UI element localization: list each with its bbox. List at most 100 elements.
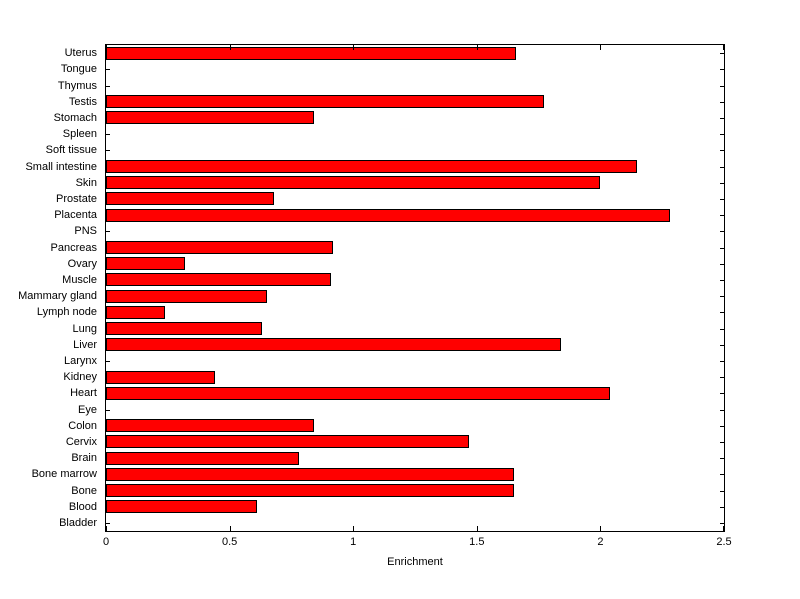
y-tick-mark [720, 296, 724, 298]
x-tick-mark [476, 45, 478, 50]
y-tick-mark [720, 231, 724, 233]
bar [106, 305, 166, 319]
y-tick-mark [106, 85, 110, 87]
y-tick-mark [720, 328, 724, 330]
y-tick-label: Skin [75, 176, 97, 189]
bar [106, 46, 517, 60]
y-tick-label: Larynx [63, 354, 97, 367]
bar [106, 208, 670, 222]
x-tick-mark [106, 526, 107, 531]
y-tick-mark [720, 85, 724, 87]
x-tick-mark [229, 526, 231, 531]
y-tick-label: Placenta [54, 209, 97, 222]
y-tick-label: Brain [71, 452, 97, 465]
y-tick-mark [720, 312, 724, 314]
x-axis-tick-labels: 0 0.5 1 1.5 2 2.5 [0, 536, 800, 550]
x-tick-label: 0.5 [221, 536, 238, 548]
y-tick-mark [106, 409, 110, 411]
x-tick-mark [353, 45, 355, 50]
y-tick-mark [106, 360, 110, 362]
y-tick-mark [720, 69, 724, 71]
y-tick-mark [720, 490, 724, 492]
bar [106, 451, 299, 465]
y-tick-label: Eye [78, 403, 97, 416]
y-tick-mark [720, 182, 724, 184]
y-tick-mark [106, 231, 110, 233]
bar [106, 370, 215, 384]
y-tick-label: Muscle [62, 273, 97, 286]
bar [106, 111, 314, 125]
bar [106, 435, 470, 449]
y-tick-mark [720, 101, 724, 103]
y-tick-label: Bone marrow [31, 468, 97, 481]
y-tick-label: Bone [71, 484, 97, 497]
bar [106, 273, 331, 287]
y-tick-label: Lymph node [36, 306, 97, 319]
y-tick-mark [720, 247, 724, 249]
y-tick-mark [720, 409, 724, 411]
bar [106, 484, 514, 497]
bar [106, 160, 638, 173]
y-tick-mark [720, 215, 724, 217]
x-tick-label: 1.5 [469, 536, 485, 548]
y-tick-label: Cervix [65, 435, 97, 448]
y-tick-label: Mammary gland [18, 290, 97, 303]
y-tick-mark [720, 506, 724, 508]
y-tick-label: Soft tissue [45, 144, 97, 157]
y-tick-mark [720, 117, 724, 119]
x-tick-mark [600, 45, 602, 50]
bar [106, 500, 257, 514]
x-tick-label: 1 [350, 536, 357, 548]
y-tick-mark [106, 150, 110, 152]
bar [106, 386, 611, 400]
y-tick-label: Pancreas [50, 241, 97, 254]
y-tick-label: Spleen [62, 128, 97, 141]
bar [106, 322, 262, 335]
y-tick-label: Tongue [60, 63, 97, 76]
bar [106, 176, 601, 190]
bar [106, 289, 267, 303]
y-tick-label: Heart [70, 387, 97, 400]
plot-area [105, 44, 725, 532]
y-tick-label: Colon [68, 419, 97, 432]
y-tick-mark [720, 134, 724, 136]
x-tick-mark [353, 526, 355, 531]
x-tick-mark [600, 526, 602, 531]
bar [106, 95, 544, 109]
y-tick-mark [720, 279, 724, 281]
y-tick-mark [720, 441, 724, 443]
y-tick-label: Bladder [59, 516, 97, 529]
y-tick-mark [720, 344, 724, 346]
x-tick-label: 2.5 [716, 536, 732, 548]
bar [106, 241, 334, 254]
x-tick-mark [723, 45, 724, 50]
y-tick-label: Thymus [57, 79, 97, 92]
y-tick-label: Liver [73, 338, 97, 351]
y-tick-mark [720, 263, 724, 265]
y-tick-label: Ovary [67, 257, 97, 270]
y-tick-mark [720, 474, 724, 476]
x-tick-label: 0 [102, 536, 110, 548]
y-tick-mark [720, 377, 724, 379]
y-tick-label: Testis [68, 95, 97, 108]
x-axis-title: Enrichment [387, 556, 443, 568]
x-tick-label: 2 [597, 536, 604, 548]
y-tick-mark [720, 53, 724, 55]
y-tick-mark [106, 134, 110, 136]
y-tick-label: Kidney [63, 371, 97, 384]
bar [106, 419, 314, 433]
x-tick-mark [476, 526, 478, 531]
y-tick-label: PNS [74, 225, 97, 238]
y-tick-label: Blood [68, 500, 97, 513]
y-tick-mark [720, 360, 724, 362]
y-tick-mark [720, 522, 724, 524]
y-tick-label: Small intestine [25, 160, 97, 173]
y-axis-labels: Uterus Tongue Thymus Testis Stomach Spleen Sof… [0, 45, 101, 531]
bar [106, 467, 514, 481]
y-tick-mark [720, 166, 724, 168]
y-tick-label: Stomach [53, 111, 97, 124]
y-tick-label: Uterus [64, 47, 97, 60]
y-tick-mark [720, 198, 724, 200]
y-tick-mark [106, 522, 110, 524]
